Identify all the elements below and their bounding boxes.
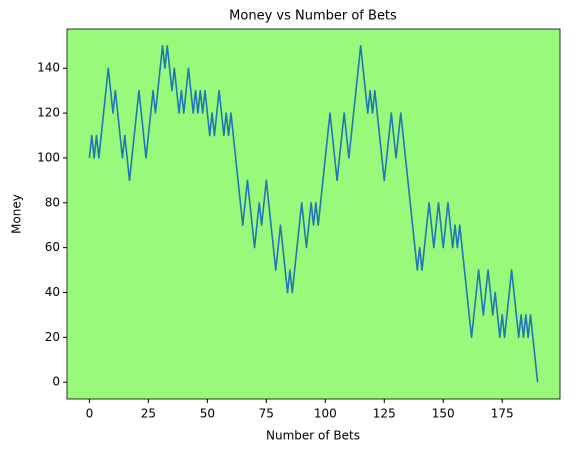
y-tick-label: 120 bbox=[37, 106, 60, 120]
y-tick-label: 0 bbox=[52, 375, 60, 389]
y-tick-label: 40 bbox=[45, 285, 60, 299]
x-tick-label: 125 bbox=[373, 407, 396, 421]
x-tick-label: 175 bbox=[491, 407, 514, 421]
line bbox=[88, 45, 539, 383]
plot-area bbox=[67, 29, 560, 399]
y-tick-label: 80 bbox=[45, 195, 60, 209]
y-tick-label: 60 bbox=[45, 240, 60, 254]
x-tick-label: 100 bbox=[314, 407, 337, 421]
x-tick-label: 150 bbox=[432, 407, 455, 421]
x-axis-label: Number of Bets bbox=[266, 429, 360, 443]
x-tick-label: 75 bbox=[259, 407, 274, 421]
x-tick-label: 50 bbox=[200, 407, 215, 421]
x-tick-label: 0 bbox=[86, 407, 94, 421]
axes-frame bbox=[66, 28, 561, 400]
x-tick-label: 25 bbox=[141, 407, 156, 421]
y-tick-label: 140 bbox=[37, 61, 60, 75]
chart-title: Money vs Number of Bets bbox=[229, 9, 397, 24]
y-axis-label: Money bbox=[10, 194, 24, 234]
y-tick-label: 100 bbox=[37, 150, 60, 164]
y-tick-label: 20 bbox=[45, 330, 60, 344]
